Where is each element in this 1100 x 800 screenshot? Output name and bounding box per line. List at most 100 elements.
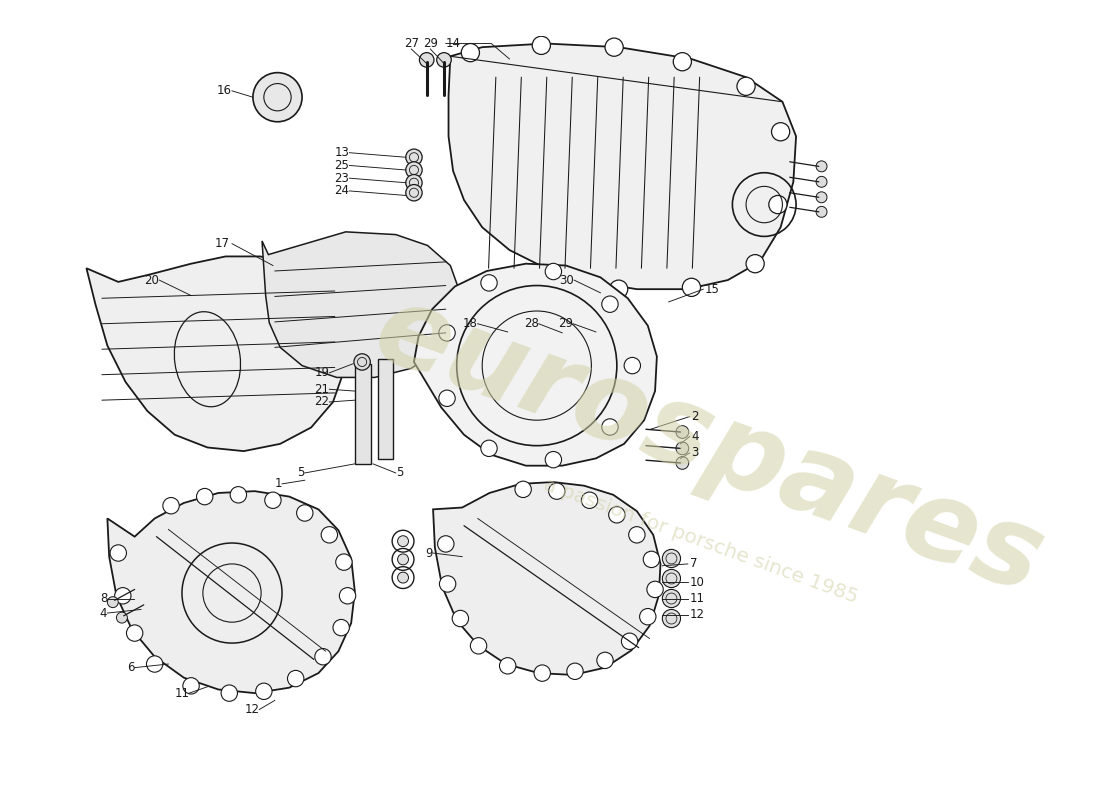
Circle shape <box>452 610 469 626</box>
Circle shape <box>624 358 640 374</box>
Text: 6: 6 <box>128 661 134 674</box>
Circle shape <box>608 506 625 523</box>
Text: 8: 8 <box>100 592 108 605</box>
Polygon shape <box>449 43 796 289</box>
Circle shape <box>816 176 827 187</box>
Circle shape <box>287 670 304 686</box>
Circle shape <box>816 192 827 202</box>
Circle shape <box>629 526 645 543</box>
Circle shape <box>481 440 497 457</box>
Text: eurospares: eurospares <box>361 275 1058 616</box>
Circle shape <box>439 390 455 406</box>
Circle shape <box>771 122 790 141</box>
Circle shape <box>546 263 562 280</box>
Text: 14: 14 <box>446 37 461 50</box>
Circle shape <box>255 683 272 699</box>
Circle shape <box>406 149 422 166</box>
Circle shape <box>197 489 213 505</box>
Circle shape <box>662 610 681 628</box>
Circle shape <box>437 53 451 67</box>
Circle shape <box>315 649 331 665</box>
Circle shape <box>265 492 282 509</box>
Text: a passion for porsche since 1985: a passion for porsche since 1985 <box>541 475 860 607</box>
Text: 4: 4 <box>100 606 108 619</box>
Circle shape <box>682 278 701 297</box>
Text: 4: 4 <box>692 430 698 443</box>
Text: 27: 27 <box>404 37 419 50</box>
Polygon shape <box>108 491 355 693</box>
Text: 29: 29 <box>558 318 573 330</box>
Text: 12: 12 <box>690 608 705 622</box>
Circle shape <box>816 206 827 218</box>
Circle shape <box>609 280 628 298</box>
Text: 3: 3 <box>692 446 698 459</box>
Circle shape <box>481 274 497 291</box>
Circle shape <box>471 638 486 654</box>
Text: 1: 1 <box>275 478 282 490</box>
Circle shape <box>439 325 455 341</box>
Circle shape <box>605 38 624 56</box>
Circle shape <box>621 633 638 650</box>
Text: 11: 11 <box>174 686 189 700</box>
Circle shape <box>532 36 550 54</box>
Circle shape <box>541 266 560 284</box>
Text: 17: 17 <box>214 237 230 250</box>
Text: 9: 9 <box>426 546 433 559</box>
Circle shape <box>439 576 455 592</box>
Polygon shape <box>355 364 371 464</box>
Circle shape <box>673 53 692 71</box>
Circle shape <box>163 498 179 514</box>
Circle shape <box>676 457 689 470</box>
Circle shape <box>647 582 663 598</box>
Text: 12: 12 <box>244 703 260 716</box>
Text: 25: 25 <box>334 159 350 172</box>
Circle shape <box>406 174 422 191</box>
Text: 13: 13 <box>334 146 350 159</box>
Circle shape <box>297 505 313 521</box>
Text: 18: 18 <box>463 318 477 330</box>
Circle shape <box>321 526 338 543</box>
Circle shape <box>146 656 163 672</box>
Circle shape <box>662 550 681 567</box>
Circle shape <box>676 442 689 454</box>
Text: 5: 5 <box>297 466 305 479</box>
Circle shape <box>221 685 238 702</box>
Circle shape <box>110 545 126 562</box>
Circle shape <box>602 419 618 435</box>
Circle shape <box>535 665 550 682</box>
Circle shape <box>406 185 422 201</box>
Circle shape <box>662 570 681 587</box>
Circle shape <box>461 43 480 62</box>
Polygon shape <box>414 264 657 466</box>
Circle shape <box>333 619 350 636</box>
Polygon shape <box>262 232 460 378</box>
Text: 28: 28 <box>524 318 539 330</box>
Text: 2: 2 <box>692 410 698 423</box>
Circle shape <box>340 587 355 604</box>
Text: 15: 15 <box>705 282 720 296</box>
Text: 22: 22 <box>315 395 329 409</box>
Circle shape <box>549 483 565 499</box>
Text: 11: 11 <box>690 592 705 605</box>
Circle shape <box>438 536 454 552</box>
Circle shape <box>354 354 371 370</box>
Circle shape <box>499 658 516 674</box>
Circle shape <box>230 486 246 503</box>
Circle shape <box>406 162 422 178</box>
Circle shape <box>639 609 656 625</box>
Circle shape <box>597 652 613 669</box>
Text: 29: 29 <box>422 37 438 50</box>
Circle shape <box>816 161 827 172</box>
Text: 30: 30 <box>560 274 574 286</box>
Circle shape <box>183 678 199 694</box>
Polygon shape <box>87 257 348 451</box>
Circle shape <box>336 554 352 570</box>
Circle shape <box>419 53 435 67</box>
Circle shape <box>662 590 681 608</box>
Circle shape <box>566 663 583 679</box>
Text: 21: 21 <box>315 382 329 396</box>
Text: 19: 19 <box>315 366 329 379</box>
Circle shape <box>602 296 618 312</box>
Circle shape <box>644 551 660 567</box>
Circle shape <box>397 572 408 583</box>
